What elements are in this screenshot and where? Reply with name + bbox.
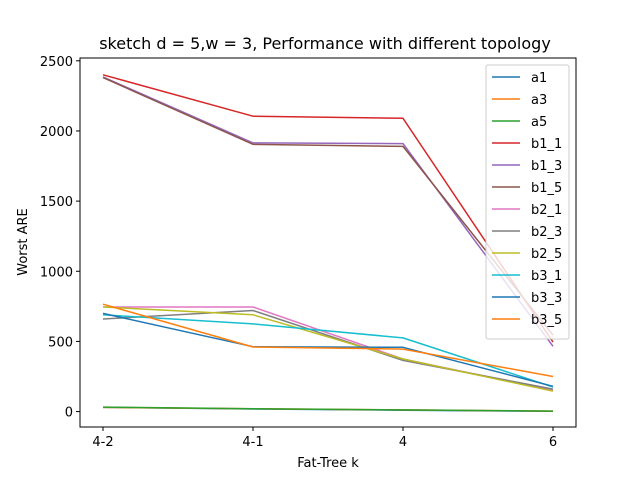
- legend-box: [485, 64, 570, 340]
- legend-label-b1_3: b1_3: [531, 159, 562, 174]
- y-tick-label: 2500: [40, 55, 73, 70]
- legend-label-b1_5: b1_5: [531, 181, 562, 196]
- axes-frame: [79, 57, 577, 428]
- x-tick-label: 4-1: [242, 435, 263, 450]
- series-line-b3_5: [102, 303, 554, 378]
- legend-label-b2_3: b2_3: [531, 225, 562, 240]
- series-line-a5: [102, 406, 554, 412]
- series-line-b3_3: [102, 312, 554, 388]
- x-tick-label: 4-2: [92, 435, 113, 450]
- y-axis-label: Worst ARE: [16, 208, 31, 276]
- series-line-b1_3: [102, 76, 554, 347]
- legend-label-a5: a5: [531, 115, 547, 130]
- x-axis-label: Fat-Tree k: [297, 456, 359, 471]
- y-tick-label: 1000: [40, 265, 73, 280]
- series-line-b2_5: [102, 306, 554, 392]
- x-tick-label: 6: [549, 435, 557, 450]
- chart-title: sketch d = 5,w = 3, Performance with dif…: [99, 34, 551, 53]
- legend-label-b2_1: b2_1: [531, 203, 562, 218]
- axes-layer: 4-2 4-1 4 6 0 500 1000 1500 2000 2500: [40, 55, 577, 450]
- series-line-b1_5: [102, 76, 554, 336]
- series-line-b1_1: [102, 74, 554, 343]
- x-tick-label: 4: [399, 435, 407, 450]
- y-tick-label: 500: [48, 335, 73, 350]
- series-layer: [102, 74, 554, 413]
- y-tick-label: 1500: [40, 195, 73, 210]
- y-tick-label: 0: [65, 406, 73, 421]
- legend-label-b1_1: b1_1: [531, 137, 562, 152]
- legend-label-b3_1: b3_1: [531, 269, 562, 284]
- y-tick-label: 2000: [40, 125, 73, 140]
- legend-label-a3: a3: [531, 93, 547, 108]
- legend: a1 a3 a5 b1_1 b1_3 b1_5 b2_1 b2_3 b2_5 b3_1 b3_3 b3…: [485, 64, 570, 340]
- legend-label-b3_3: b3_3: [531, 291, 562, 306]
- legend-label-a1: a1: [531, 71, 547, 86]
- legend-label-b3_5: b3_5: [531, 313, 562, 328]
- legend-label-b2_5: b2_5: [531, 247, 562, 262]
